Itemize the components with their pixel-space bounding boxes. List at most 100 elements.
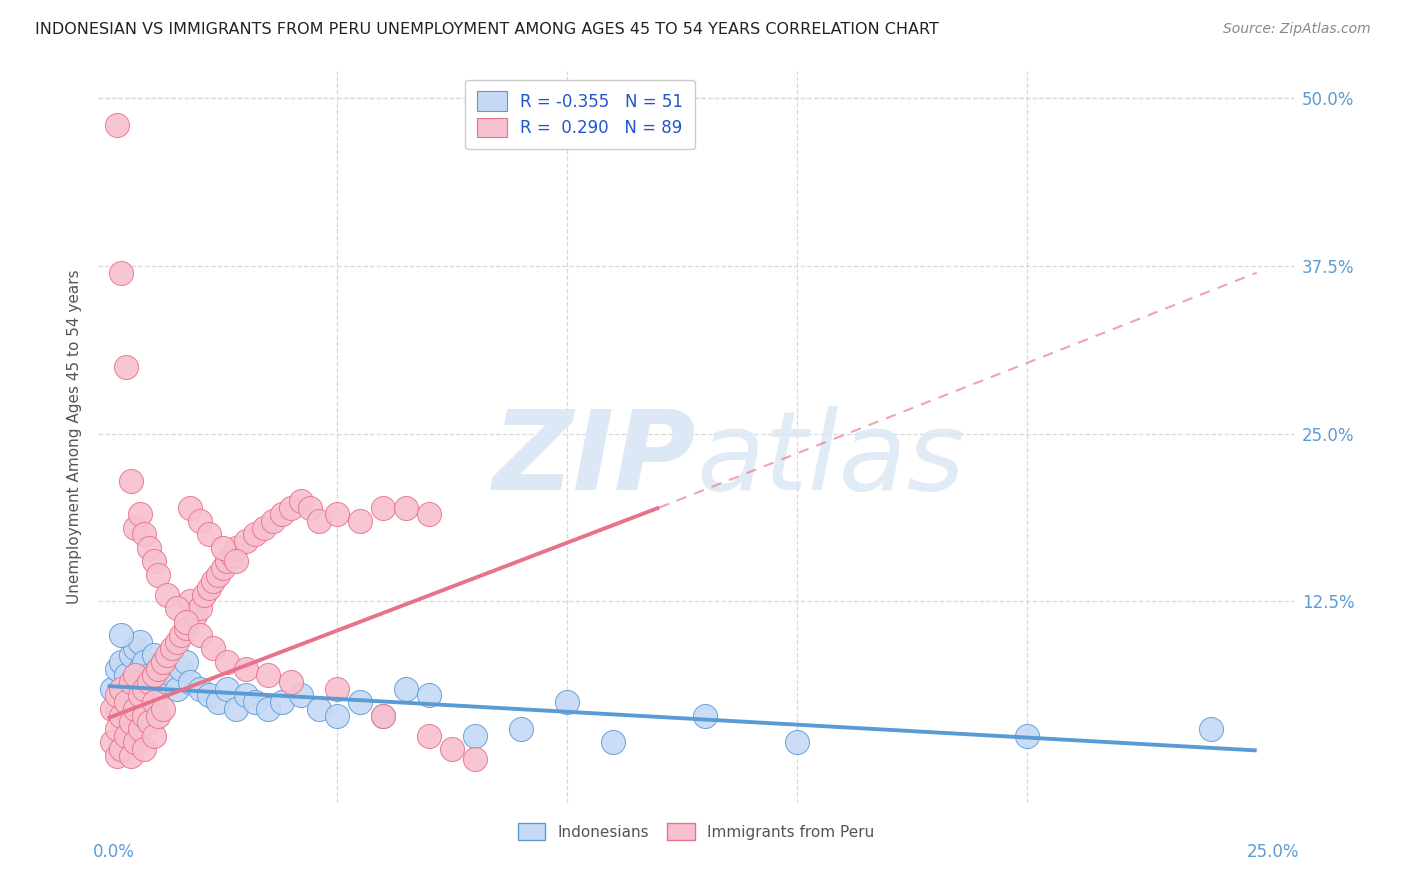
Point: [235, 689, 257, 703]
Point: [156, 648, 179, 662]
Point: [134, 527, 156, 541]
Point: [243, 527, 266, 541]
Point: [441, 742, 464, 756]
Point: [257, 702, 280, 716]
Point: [602, 735, 624, 749]
Point: [418, 689, 440, 703]
Point: [152, 655, 174, 669]
Point: [142, 554, 165, 568]
Point: [271, 695, 294, 709]
Point: [142, 729, 165, 743]
Text: Source: ZipAtlas.com: Source: ZipAtlas.com: [1223, 22, 1371, 37]
Point: [156, 588, 179, 602]
Point: [120, 474, 142, 488]
Point: [207, 567, 229, 582]
Text: 25.0%: 25.0%: [1247, 843, 1299, 861]
Point: [1199, 722, 1222, 736]
Point: [166, 681, 188, 696]
Point: [418, 729, 440, 743]
Text: ZIP: ZIP: [492, 406, 696, 513]
Point: [134, 742, 156, 756]
Point: [257, 668, 280, 682]
Point: [188, 628, 211, 642]
Point: [120, 695, 142, 709]
Point: [148, 708, 170, 723]
Point: [105, 689, 128, 703]
Point: [115, 729, 138, 743]
Point: [235, 534, 257, 549]
Point: [166, 634, 188, 648]
Point: [510, 722, 533, 736]
Y-axis label: Unemployment Among Ages 45 to 54 years: Unemployment Among Ages 45 to 54 years: [66, 269, 82, 605]
Point: [115, 695, 138, 709]
Point: [395, 681, 418, 696]
Point: [142, 695, 165, 709]
Point: [280, 500, 302, 515]
Text: atlas: atlas: [696, 406, 965, 513]
Point: [280, 675, 302, 690]
Point: [128, 508, 150, 522]
Point: [101, 735, 124, 749]
Point: [128, 662, 150, 676]
Point: [253, 521, 276, 535]
Point: [101, 702, 124, 716]
Point: [128, 634, 150, 648]
Point: [142, 689, 165, 703]
Point: [1015, 729, 1038, 743]
Point: [170, 628, 193, 642]
Point: [148, 662, 170, 676]
Point: [148, 662, 170, 676]
Point: [110, 628, 132, 642]
Point: [174, 655, 197, 669]
Point: [142, 648, 165, 662]
Point: [179, 675, 201, 690]
Point: [170, 662, 193, 676]
Point: [115, 668, 138, 682]
Point: [174, 621, 197, 635]
Point: [105, 748, 128, 763]
Point: [308, 514, 330, 528]
Point: [120, 715, 142, 730]
Point: [156, 675, 179, 690]
Point: [202, 574, 225, 589]
Point: [124, 735, 146, 749]
Point: [262, 514, 284, 528]
Point: [326, 508, 349, 522]
Text: 0.0%: 0.0%: [93, 843, 135, 861]
Point: [395, 500, 418, 515]
Point: [197, 581, 219, 595]
Point: [179, 500, 201, 515]
Point: [202, 641, 225, 656]
Text: INDONESIAN VS IMMIGRANTS FROM PERU UNEMPLOYMENT AMONG AGES 45 TO 54 YEARS CORREL: INDONESIAN VS IMMIGRANTS FROM PERU UNEMP…: [35, 22, 939, 37]
Point: [464, 751, 486, 765]
Point: [290, 689, 312, 703]
Point: [179, 594, 201, 608]
Point: [110, 681, 132, 696]
Legend: Indonesians, Immigrants from Peru: Indonesians, Immigrants from Peru: [512, 816, 880, 847]
Point: [138, 675, 160, 690]
Point: [120, 675, 142, 690]
Point: [124, 668, 146, 682]
Point: [148, 567, 170, 582]
Point: [105, 662, 128, 676]
Point: [308, 702, 330, 716]
Point: [115, 359, 138, 374]
Point: [184, 607, 207, 622]
Point: [188, 681, 211, 696]
Point: [197, 689, 219, 703]
Point: [217, 681, 239, 696]
Point: [290, 493, 312, 508]
Point: [152, 655, 174, 669]
Point: [464, 729, 486, 743]
Point: [134, 708, 156, 723]
Point: [235, 662, 257, 676]
Point: [110, 266, 132, 280]
Point: [110, 708, 132, 723]
Point: [160, 641, 183, 656]
Point: [110, 689, 132, 703]
Point: [225, 702, 247, 716]
Point: [128, 722, 150, 736]
Point: [166, 601, 188, 615]
Point: [124, 641, 146, 656]
Point: [326, 681, 349, 696]
